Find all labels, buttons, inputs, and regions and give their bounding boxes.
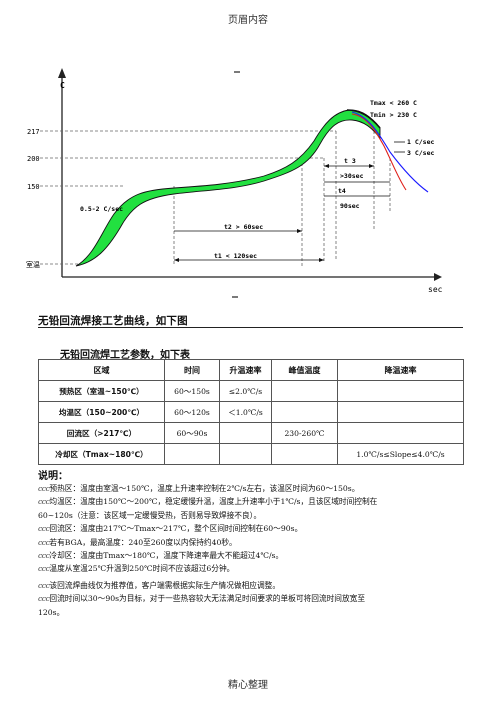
- note-item: ccc回流时间以30～90s为目标，对于一些热容较大无法满足时间要求的单板可将回…: [38, 594, 366, 604]
- cell: 均温区（150~200℃）: [38, 401, 165, 423]
- parameters-table: 区域 时间 升温速率 峰值温度 降温速率 预热区（室温~150℃） 60～150…: [38, 359, 464, 465]
- cooling-rate-3: 3 C/sec: [407, 149, 434, 157]
- section-title: 无铅回流焊接工艺曲线，如下图: [38, 315, 188, 327]
- note-item: ccc冷却区：温度由Tmax～180℃，温度下降速率最大不能超过4℃/s。: [38, 551, 284, 561]
- y-tick-150: 150: [27, 183, 40, 191]
- header-time: 时间: [164, 359, 220, 381]
- cell: [337, 401, 464, 423]
- page-header: 页眉内容: [228, 15, 268, 26]
- t3-value: >30sec: [340, 172, 364, 180]
- note-continuation: 60~120s（注意：该区域一定缓慢受热，否则易导致焊接不良）。: [38, 510, 262, 520]
- table-header-row: 区域 时间 升温速率 峰值温度 降温速率: [38, 359, 464, 381]
- y-axis-arrow: [58, 68, 66, 78]
- table-row: 冷却区（Tmax~180℃） 1.0℃/s≤Slope≤4.0℃/s: [38, 443, 464, 465]
- t1-label: t1 < 120sec: [214, 252, 257, 260]
- y-axis-label: C: [60, 81, 65, 90]
- reflow-profile-chart: C sec 217 200 150 室温 Tmax < 260 C Tmin >…: [26, 68, 443, 298]
- bullet-glyph: ccc: [38, 524, 50, 534]
- section-divider: [38, 327, 463, 328]
- t4-label: t4: [338, 187, 346, 195]
- t3-label: t 3: [344, 157, 356, 165]
- bullet-glyph: ccc: [38, 484, 50, 493]
- header-cool: 降温速率: [337, 359, 464, 381]
- table-row: 预热区（室温~150℃） 60～150s ≤2.0℃/s: [38, 380, 464, 402]
- tmax-label: Tmax < 260 C: [370, 99, 417, 107]
- tmin-label: Tmin > 230 C: [370, 111, 417, 119]
- profile-band: [75, 109, 381, 267]
- cell: [219, 443, 272, 465]
- bullet-glyph: ccc: [38, 497, 50, 507]
- cell: 1.0℃/s≤Slope≤4.0℃/s: [337, 443, 464, 465]
- table-row: 均温区（150~200℃） 60～120s ＜1.0℃/s: [38, 401, 464, 423]
- bullet-glyph: ccc: [38, 594, 50, 604]
- notes-title: 说明：: [38, 471, 68, 482]
- bullet-glyph: ccc: [38, 551, 50, 561]
- table-title: 无铅回流焊工艺参数，如下表: [60, 350, 190, 361]
- cell: 预热区（室温~150℃）: [38, 380, 165, 402]
- y-tick-200: 200: [27, 155, 40, 163]
- slope-label: 0.5-2 C/sec: [80, 205, 123, 213]
- cell: 230-260℃: [271, 422, 338, 444]
- cell: ＜1.0℃/s: [219, 401, 272, 423]
- t2-label: t2 > 60sec: [224, 223, 263, 231]
- cooling-rate-1: 1 C/sec: [407, 138, 434, 146]
- cell: [271, 380, 338, 402]
- header-ramp: 升温速率: [219, 359, 272, 381]
- cell: 60～90s: [164, 422, 220, 444]
- note-item: ccc若有BGA，最高温度：240至260度以内保持约40秒。: [38, 537, 237, 547]
- cell: [337, 380, 464, 402]
- x-axis-arrow: [434, 273, 442, 281]
- note-continuation: 120s。: [38, 607, 65, 617]
- note-item: ccc回流区：温度由217℃～Tmax～217℃，整个区间时间控制在60～90s…: [38, 524, 303, 534]
- bullet-glyph: ccc: [38, 537, 50, 547]
- cooling-trace-red: [351, 113, 407, 191]
- cell: [271, 401, 338, 423]
- note-item: ccc均温区：温度由150℃～200℃，稳定缓慢升温，温度上升速率小于1℃/s，…: [38, 497, 378, 507]
- cell: 60～120s: [164, 401, 220, 423]
- cell: 冷却区（Tmax~180℃）: [38, 443, 165, 465]
- bullet-glyph: ccc: [38, 580, 50, 590]
- cell: 60～150s: [164, 380, 220, 402]
- page-footer: 精心整理: [228, 680, 268, 691]
- cooling-trace-blue: [351, 111, 429, 193]
- note-item: ccc预热区：温度由室温～150℃，温度上升速率控制在2℃/s左右，该温区时间为…: [38, 484, 360, 493]
- note-item: ccc温度从室温25℃升温到250℃时间不应该超过6分钟。: [38, 564, 235, 574]
- cell: [164, 443, 220, 465]
- cell: [337, 422, 464, 444]
- cell: ≤2.0℃/s: [219, 380, 272, 402]
- notes-list: ccc预热区：温度由室温～150℃，温度上升速率控制在2℃/s左右，该温区时间为…: [38, 482, 466, 619]
- bullet-glyph: ccc: [38, 564, 50, 574]
- cell: 回流区（>217℃）: [38, 422, 165, 444]
- y-tick-217: 217: [27, 128, 40, 136]
- header-peak: 峰值温度: [271, 359, 338, 381]
- note-item: ccc该回流焊曲线仅为推荐值，客户端需根据实际生产情况做相应调整。: [38, 580, 281, 590]
- header-zone: 区域: [38, 359, 165, 381]
- y-tick-room: 室温: [26, 260, 40, 269]
- x-axis-label: sec: [428, 285, 443, 294]
- cell: [219, 422, 272, 444]
- cell: [271, 443, 338, 465]
- table-row: 回流区（>217℃） 60～90s 230-260℃: [38, 422, 464, 444]
- t4-value: 90sec: [340, 202, 360, 210]
